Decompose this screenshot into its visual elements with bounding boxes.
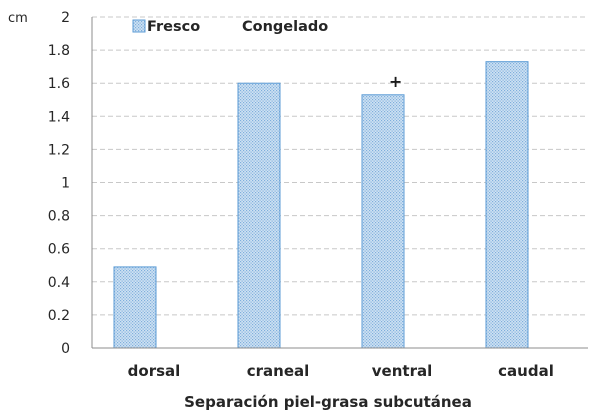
x-tick-label: craneal — [247, 362, 310, 380]
bar-fresco — [113, 266, 157, 349]
y-tick-label: 1.8 — [48, 43, 70, 59]
bar-fresco — [237, 82, 281, 349]
y-tick-label: 1.4 — [48, 109, 70, 125]
y-tick-label: 0 — [61, 341, 70, 357]
y-tick-label: 0.8 — [48, 209, 70, 225]
bar-fresco — [361, 94, 405, 349]
y-tick-label: 0.4 — [48, 275, 70, 291]
gridlines — [92, 16, 588, 316]
y-tick-label: 0.6 — [48, 242, 70, 258]
y-tick-label: 1.6 — [48, 76, 70, 92]
legend-label-fresco: Fresco — [147, 19, 200, 35]
bars: + — [113, 61, 529, 349]
bar-fresco — [485, 61, 529, 349]
x-axis-title: Separación piel-grasa subcutánea — [184, 393, 472, 411]
legend-swatch-fresco — [132, 19, 146, 33]
x-tick-label: dorsal — [128, 362, 181, 380]
x-tick-label: ventral — [372, 362, 432, 380]
y-tick-label: 1.2 — [48, 142, 70, 158]
annotation-plus: + — [389, 72, 402, 91]
axes — [91, 17, 588, 349]
y-tick-label: 2 — [61, 10, 70, 26]
y-tick-label: 0.2 — [48, 308, 70, 324]
legend-label-congelado: Congelado — [242, 19, 328, 35]
y-axis-unit-label: cm — [8, 11, 28, 26]
tick-labels: 0 0.2 0.4 0.6 0.8 1 1.2 1.4 1.6 1.8 2 dorsal craneal… — [48, 10, 554, 380]
x-tick-label: caudal — [498, 362, 554, 380]
y-tick-label: 1 — [61, 176, 70, 192]
legend: Fresco Congelado — [132, 19, 328, 35]
